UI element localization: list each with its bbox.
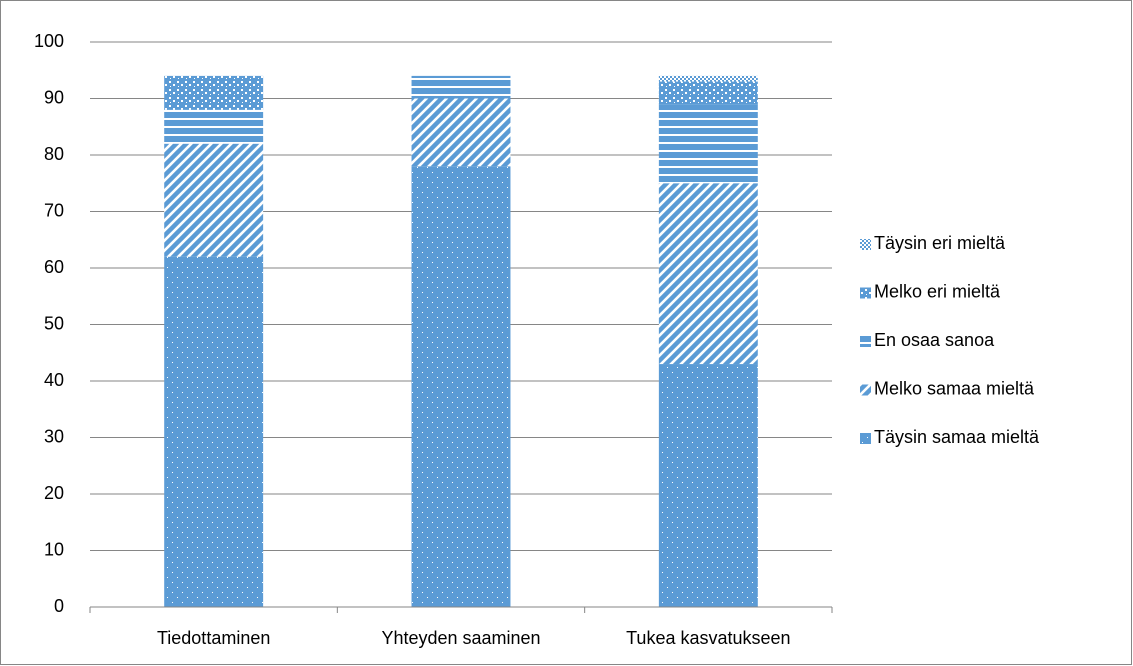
- bar-segment: [411, 75, 511, 99]
- bar-segment: [411, 166, 511, 608]
- bar-segment: [658, 81, 758, 105]
- legend-label: Täysin eri mieltä: [874, 233, 1006, 253]
- y-tick-label: 80: [44, 144, 64, 164]
- bar-segment: [164, 75, 264, 110]
- legend-label: Melko samaa mieltä: [874, 378, 1035, 398]
- legend-swatch: [860, 287, 871, 299]
- legend-swatch: [860, 433, 871, 444]
- legend-swatch: [860, 239, 871, 250]
- y-tick-label: 60: [44, 257, 64, 277]
- bar-segment: [658, 183, 758, 365]
- legend-label: Täysin samaa mieltä: [874, 427, 1040, 447]
- y-tick-label: 40: [44, 370, 64, 390]
- x-tick-label: Tiedottaminen: [157, 628, 270, 648]
- legend-label: Melko eri mieltä: [874, 281, 1001, 301]
- y-tick-label: 70: [44, 200, 64, 220]
- bar-segment: [411, 98, 511, 167]
- legend-swatch: [860, 336, 871, 347]
- bar-segment: [658, 104, 758, 184]
- y-tick-label: 20: [44, 483, 64, 503]
- y-tick-label: 10: [44, 539, 64, 559]
- x-tick-label: Tukea kasvatukseen: [626, 628, 790, 648]
- legend-label: En osaa sanoa: [874, 330, 995, 350]
- bar-segment: [164, 256, 264, 607]
- bar-segment: [658, 75, 758, 82]
- y-tick-label: 90: [44, 87, 64, 107]
- legend-swatch: [860, 384, 871, 396]
- bar-segment: [164, 109, 264, 144]
- y-tick-label: 50: [44, 313, 64, 333]
- x-tick-label: Yhteyden saaminen: [381, 628, 540, 648]
- bar-segment: [164, 143, 264, 257]
- bar-segment: [658, 364, 758, 607]
- y-tick-label: 100: [34, 31, 64, 51]
- y-tick-label: 0: [54, 596, 64, 616]
- y-tick-label: 30: [44, 426, 64, 446]
